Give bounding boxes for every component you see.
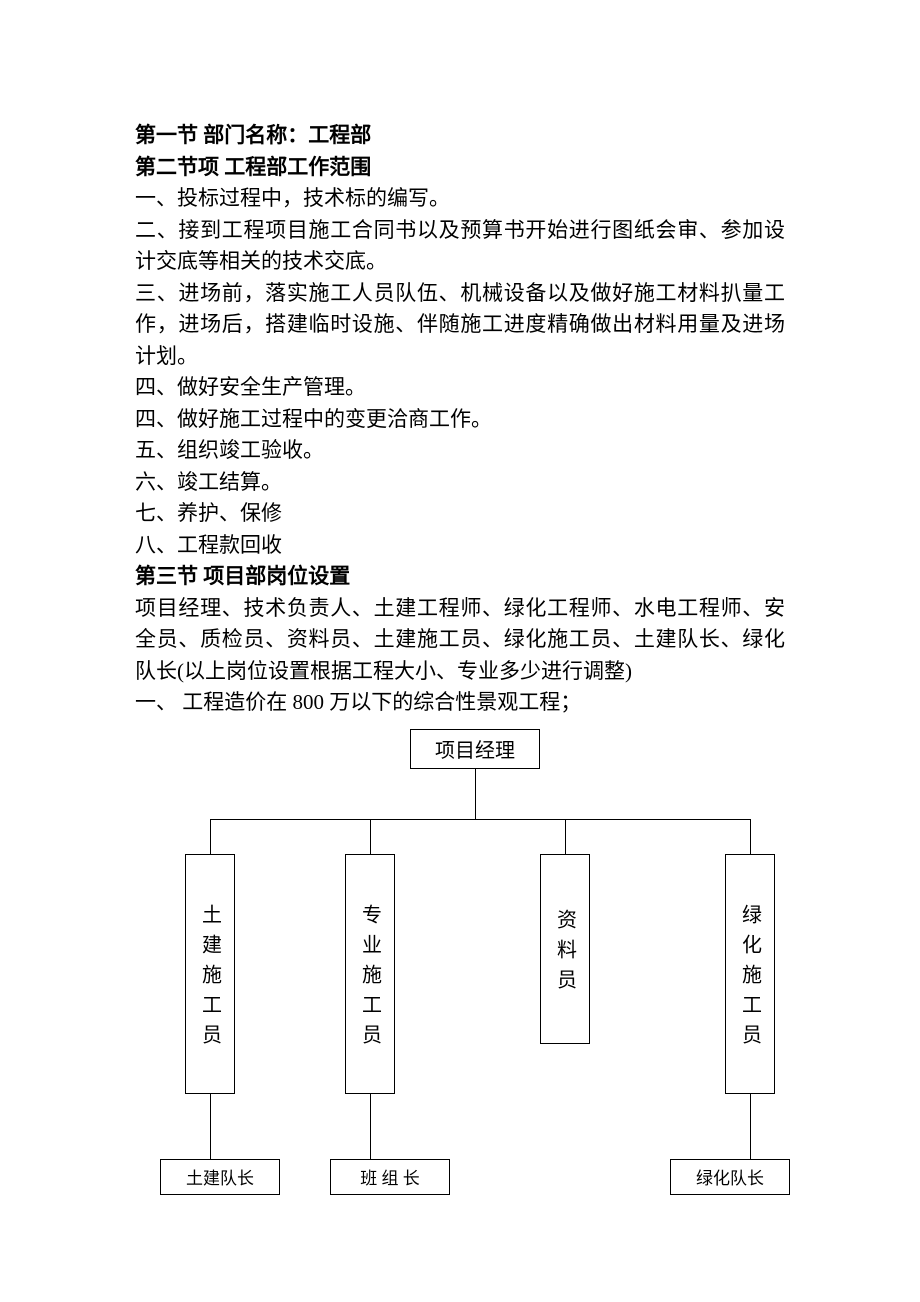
section2-item-8: 八、工程款回收 (135, 530, 785, 562)
org-line (475, 769, 476, 819)
org-chart: 项目经理 土建施工员 专业施工员 资料员 绿化施工员 土建队长 班 组 长 绿化… (135, 729, 785, 1209)
section2-item-5: 五、组织竣工验收。 (135, 435, 785, 467)
org-l3-node-2: 绿化队长 (670, 1159, 790, 1195)
section2-item-0: 一、投标过程中，技术标的编写。 (135, 183, 785, 215)
org-l2-node-1: 专业施工员 (345, 854, 395, 1094)
section2-item-7: 七、养护、保修 (135, 498, 785, 530)
section2-heading: 第二节项 工程部工作范围 (135, 152, 785, 184)
org-l3-node-0: 土建队长 (160, 1159, 280, 1195)
section3-para2: 一、 工程造价在 800 万以下的综合性景观工程； (135, 687, 785, 719)
section2-item-3: 四、做好安全生产管理。 (135, 372, 785, 404)
org-l2-node-0: 土建施工员 (185, 854, 235, 1094)
section1-heading: 第一节 部门名称：工程部 (135, 120, 785, 152)
org-line (750, 819, 751, 854)
section3-para1: 项目经理、技术负责人、土建工程师、绿化工程师、水电工程师、安全员、质检员、资料员… (135, 593, 785, 688)
section2-item-2: 三、进场前，落实施工人员队伍、机械设备以及做好施工材料扒量工作，进场后，搭建临时… (135, 278, 785, 373)
org-line (370, 819, 371, 854)
org-line (750, 1094, 751, 1159)
org-line (370, 1094, 371, 1159)
org-line (210, 819, 750, 820)
section2-item-1: 二、接到工程项目施工合同书以及预算书开始进行图纸会审、参加设计交底等相关的技术交… (135, 215, 785, 278)
org-line (210, 1094, 211, 1159)
org-root-node: 项目经理 (410, 729, 540, 769)
org-l2-node-3: 绿化施工员 (725, 854, 775, 1094)
section3-heading: 第三节 项目部岗位设置 (135, 561, 785, 593)
section2-item-4: 四、做好施工过程中的变更洽商工作。 (135, 404, 785, 436)
org-l3-node-1: 班 组 长 (330, 1159, 450, 1195)
section2-item-6: 六、竣工结算。 (135, 467, 785, 499)
org-line (565, 819, 566, 854)
org-l2-node-2: 资料员 (540, 854, 590, 1044)
org-line (210, 819, 211, 854)
